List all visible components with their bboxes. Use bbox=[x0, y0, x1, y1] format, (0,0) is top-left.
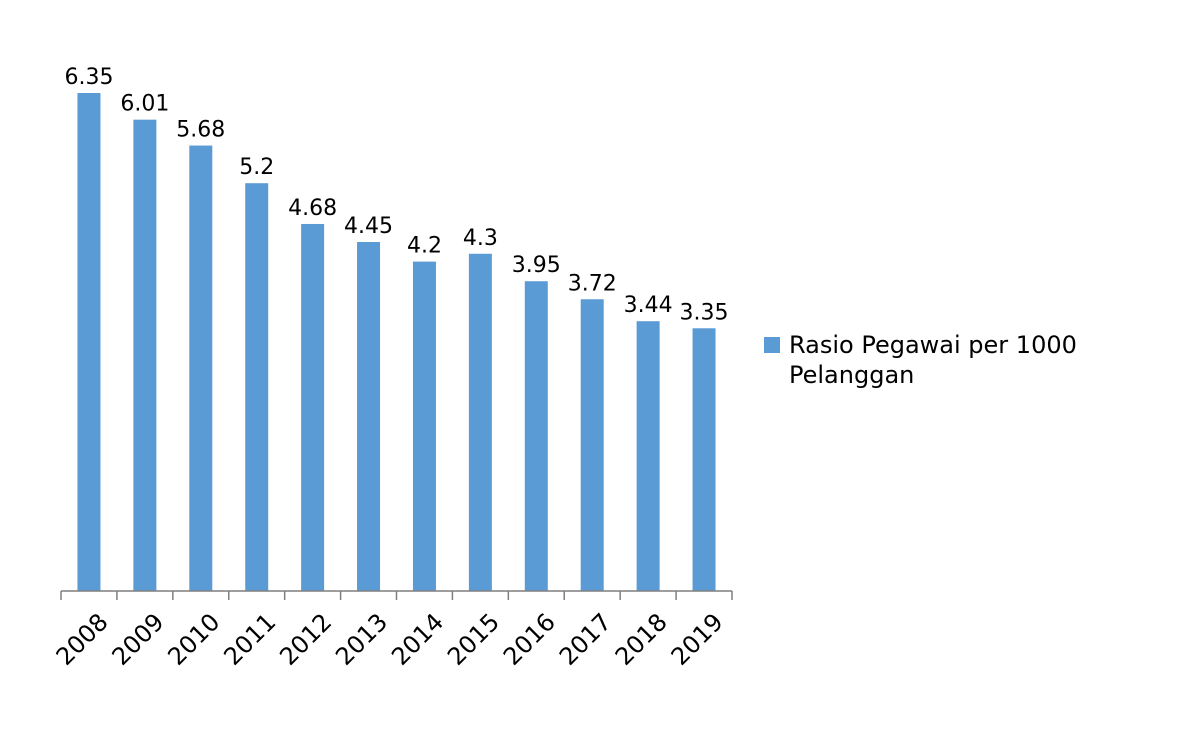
x-tick-label-2018: 2018 bbox=[610, 608, 673, 671]
x-tick-label-2016: 2016 bbox=[498, 608, 561, 671]
x-axis-tick-labels: 2008200920102011201220132014201520162017… bbox=[51, 608, 729, 671]
data-label-2010: 5.68 bbox=[176, 118, 225, 143]
data-label-2017: 3.72 bbox=[568, 271, 617, 296]
bar-2009 bbox=[133, 119, 157, 592]
bar-2012 bbox=[301, 223, 325, 591]
data-label-2014: 4.2 bbox=[407, 234, 442, 259]
bars-group bbox=[77, 93, 716, 592]
bar-2011 bbox=[245, 183, 269, 592]
data-label-2013: 4.45 bbox=[344, 214, 393, 239]
data-label-2012: 4.68 bbox=[288, 196, 337, 221]
x-tick-label-2012: 2012 bbox=[274, 608, 337, 671]
bar-2019 bbox=[692, 328, 716, 591]
x-tick-label-2014: 2014 bbox=[386, 608, 449, 671]
data-label-2008: 6.35 bbox=[64, 65, 113, 90]
data-labels-group: 6.35 6.01 5.68 5.2 4.68 4.45 4.2 4.3 3.95 3.72 3.4… bbox=[64, 65, 728, 325]
x-tick-label-2009: 2009 bbox=[107, 608, 170, 671]
legend-label: Rasio Pegawai per 1000 Pelanggan bbox=[789, 331, 1077, 389]
x-tick-label-2017: 2017 bbox=[554, 608, 617, 671]
x-tick-label-2013: 2013 bbox=[330, 608, 393, 671]
data-label-2011: 5.2 bbox=[239, 155, 274, 180]
bar-2008 bbox=[77, 93, 101, 591]
bar-2015 bbox=[468, 253, 492, 591]
x-tick-label-2011: 2011 bbox=[218, 608, 281, 671]
data-label-2018: 3.44 bbox=[624, 293, 673, 318]
bar-2013 bbox=[357, 242, 381, 591]
x-tick-label-2015: 2015 bbox=[442, 608, 505, 671]
x-tick-label-2008: 2008 bbox=[51, 608, 114, 671]
bar-2016 bbox=[524, 281, 548, 591]
data-label-2009: 6.01 bbox=[120, 92, 169, 117]
data-label-2015: 4.3 bbox=[463, 226, 498, 251]
x-axis-ticks bbox=[60, 591, 733, 600]
bar-2010 bbox=[189, 145, 213, 592]
data-label-2016: 3.95 bbox=[512, 253, 561, 278]
bar-2014 bbox=[412, 261, 436, 591]
legend-swatch bbox=[764, 337, 780, 353]
bar-2018 bbox=[636, 321, 660, 591]
bar-2017 bbox=[580, 299, 604, 591]
legend: Rasio Pegawai per 1000 Pelanggan bbox=[764, 330, 1164, 390]
x-tick-label-2010: 2010 bbox=[162, 608, 225, 671]
x-tick-label-2019: 2019 bbox=[666, 608, 729, 671]
data-label-2019: 3.35 bbox=[680, 300, 729, 325]
